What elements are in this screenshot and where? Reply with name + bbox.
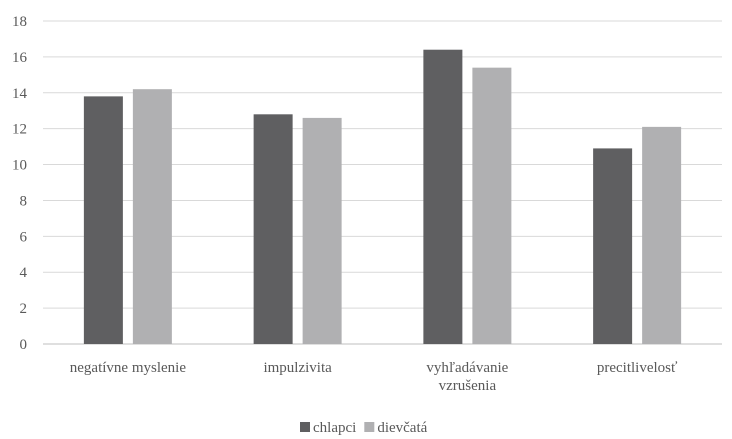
legend-swatch-dievčatá xyxy=(364,422,375,432)
bars xyxy=(83,49,682,345)
y-tick-label: 14 xyxy=(12,86,28,102)
y-tick-label: 16 xyxy=(12,50,28,66)
bar-chlapci xyxy=(593,148,633,344)
y-tick-label: 0 xyxy=(20,337,28,353)
y-tick-label: 2 xyxy=(20,301,28,317)
bar-chlapci xyxy=(423,49,463,344)
x-category-label: impulzivita xyxy=(263,360,332,376)
legend: chlapci dievčatá xyxy=(300,420,428,436)
bar-dievčatá xyxy=(472,67,512,345)
y-axis-ticks: 0 2 4 6 8 10 12 14 16 18 xyxy=(12,14,28,353)
x-category-label: vyhľadávanie xyxy=(426,360,508,376)
y-tick-label: 10 xyxy=(12,158,27,174)
y-tick-label: 18 xyxy=(12,14,27,30)
legend-label: chlapci xyxy=(313,420,356,436)
legend-label: dievčatá xyxy=(377,420,427,436)
x-category-label: vzrušenia xyxy=(439,378,497,394)
y-tick-label: 12 xyxy=(12,122,27,138)
y-tick-label: 8 xyxy=(20,193,28,209)
bar-dievčatá xyxy=(642,126,682,344)
x-category-label: precitlivelosť xyxy=(597,360,678,376)
bar-chlapci xyxy=(253,114,293,344)
bar-dievčatá xyxy=(302,117,342,345)
bar-dievčatá xyxy=(132,89,172,344)
legend-swatch-chlapci xyxy=(300,422,310,432)
x-axis-ticks: negatívne myslenie impulzivita vyhľadávani… xyxy=(70,360,678,394)
y-tick-label: 6 xyxy=(20,229,28,245)
y-tick-label: 4 xyxy=(20,265,28,281)
x-category-label: negatívne myslenie xyxy=(70,360,187,376)
bar-chlapci xyxy=(83,96,123,344)
